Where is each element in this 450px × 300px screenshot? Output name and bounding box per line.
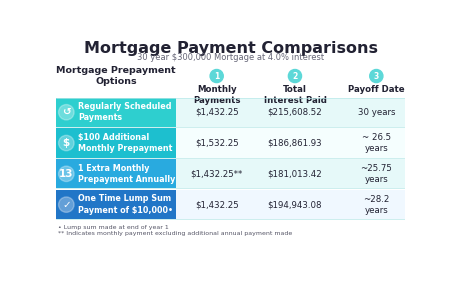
Text: $186,861.93: $186,861.93 (268, 139, 322, 148)
Text: 1 Extra Monthly
Prepayment Annually: 1 Extra Monthly Prepayment Annually (78, 164, 176, 184)
Text: ~28.2
years: ~28.2 years (363, 195, 390, 215)
Circle shape (288, 70, 302, 83)
Text: ~ 26.5
years: ~ 26.5 years (362, 133, 391, 153)
Text: $194,943.08: $194,943.08 (268, 200, 322, 209)
Text: 2: 2 (292, 71, 297, 80)
Text: Total
Interest Paid: Total Interest Paid (264, 85, 326, 105)
FancyBboxPatch shape (56, 190, 176, 219)
Text: $1,432.25: $1,432.25 (195, 200, 238, 209)
Text: $: $ (63, 138, 70, 148)
Circle shape (210, 70, 223, 83)
Text: ↺: ↺ (62, 107, 71, 117)
Text: Regularly Scheduled
Payments: Regularly Scheduled Payments (78, 102, 171, 122)
Text: • Lump sum made at end of year 1: • Lump sum made at end of year 1 (58, 225, 169, 230)
Text: $100 Additional
Monthly Prepayment: $100 Additional Monthly Prepayment (78, 133, 172, 153)
Circle shape (58, 197, 74, 212)
Text: $1,432.25**: $1,432.25** (190, 169, 243, 178)
Text: Monthly
Payments: Monthly Payments (193, 85, 240, 105)
Circle shape (58, 135, 74, 151)
Text: Payoff Date: Payoff Date (348, 85, 405, 94)
FancyBboxPatch shape (56, 98, 176, 127)
FancyBboxPatch shape (176, 190, 405, 219)
Text: $215,608.52: $215,608.52 (268, 108, 322, 117)
Text: 13: 13 (59, 169, 74, 179)
FancyBboxPatch shape (176, 159, 405, 188)
Text: 3: 3 (374, 71, 379, 80)
Text: $181,013.42: $181,013.42 (268, 169, 322, 178)
Text: $1,532.25: $1,532.25 (195, 139, 238, 148)
FancyBboxPatch shape (176, 98, 405, 127)
Text: ** Indicates monthly payment excluding additional annual payment made: ** Indicates monthly payment excluding a… (58, 231, 292, 236)
FancyBboxPatch shape (176, 128, 405, 158)
Text: Mortgage Payment Comparisons: Mortgage Payment Comparisons (84, 40, 378, 56)
Text: Mortgage Prepayment
Options: Mortgage Prepayment Options (57, 66, 176, 86)
Text: $1,432.25: $1,432.25 (195, 108, 238, 117)
Text: ~25.75
years: ~25.75 years (360, 164, 392, 184)
Text: 30 year $300,000 Mortgage at 4.0% interest: 30 year $300,000 Mortgage at 4.0% intere… (137, 53, 324, 62)
FancyBboxPatch shape (56, 128, 176, 158)
Text: 30 years: 30 years (358, 108, 395, 117)
Text: One Time Lump Sum
Payment of $10,000•: One Time Lump Sum Payment of $10,000• (78, 194, 173, 215)
FancyBboxPatch shape (56, 159, 176, 188)
Circle shape (58, 104, 74, 120)
Circle shape (370, 70, 383, 83)
Text: ✓: ✓ (62, 200, 71, 210)
Text: 1: 1 (214, 71, 219, 80)
Circle shape (58, 166, 74, 182)
